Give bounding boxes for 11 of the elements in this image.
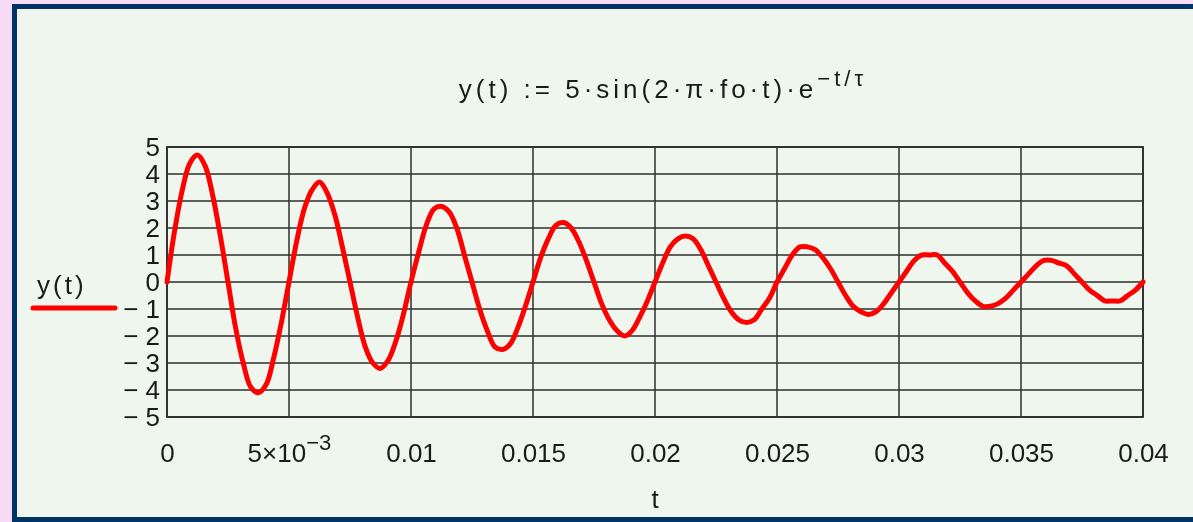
text: y(t): [37, 270, 87, 300]
x-axis-title: t: [651, 484, 660, 514]
x-tick-label: 0.015: [500, 438, 567, 469]
x-tick-label: 5×10$^{−3}$: [247, 430, 332, 469]
chart-title: y(t) := 5·sin(2·π·fo·t)·e$^{−t/τ}$: [458, 65, 868, 104]
x-tick-label: 0.03: [874, 438, 925, 469]
x-tick-label: 0.04: [1118, 438, 1169, 469]
x-tick-label: 0.02: [630, 438, 681, 469]
x-tick-label: 0.035: [988, 438, 1055, 469]
x-tick-label: 0.01: [386, 438, 437, 469]
x-tick-label: 0.025: [744, 438, 811, 469]
